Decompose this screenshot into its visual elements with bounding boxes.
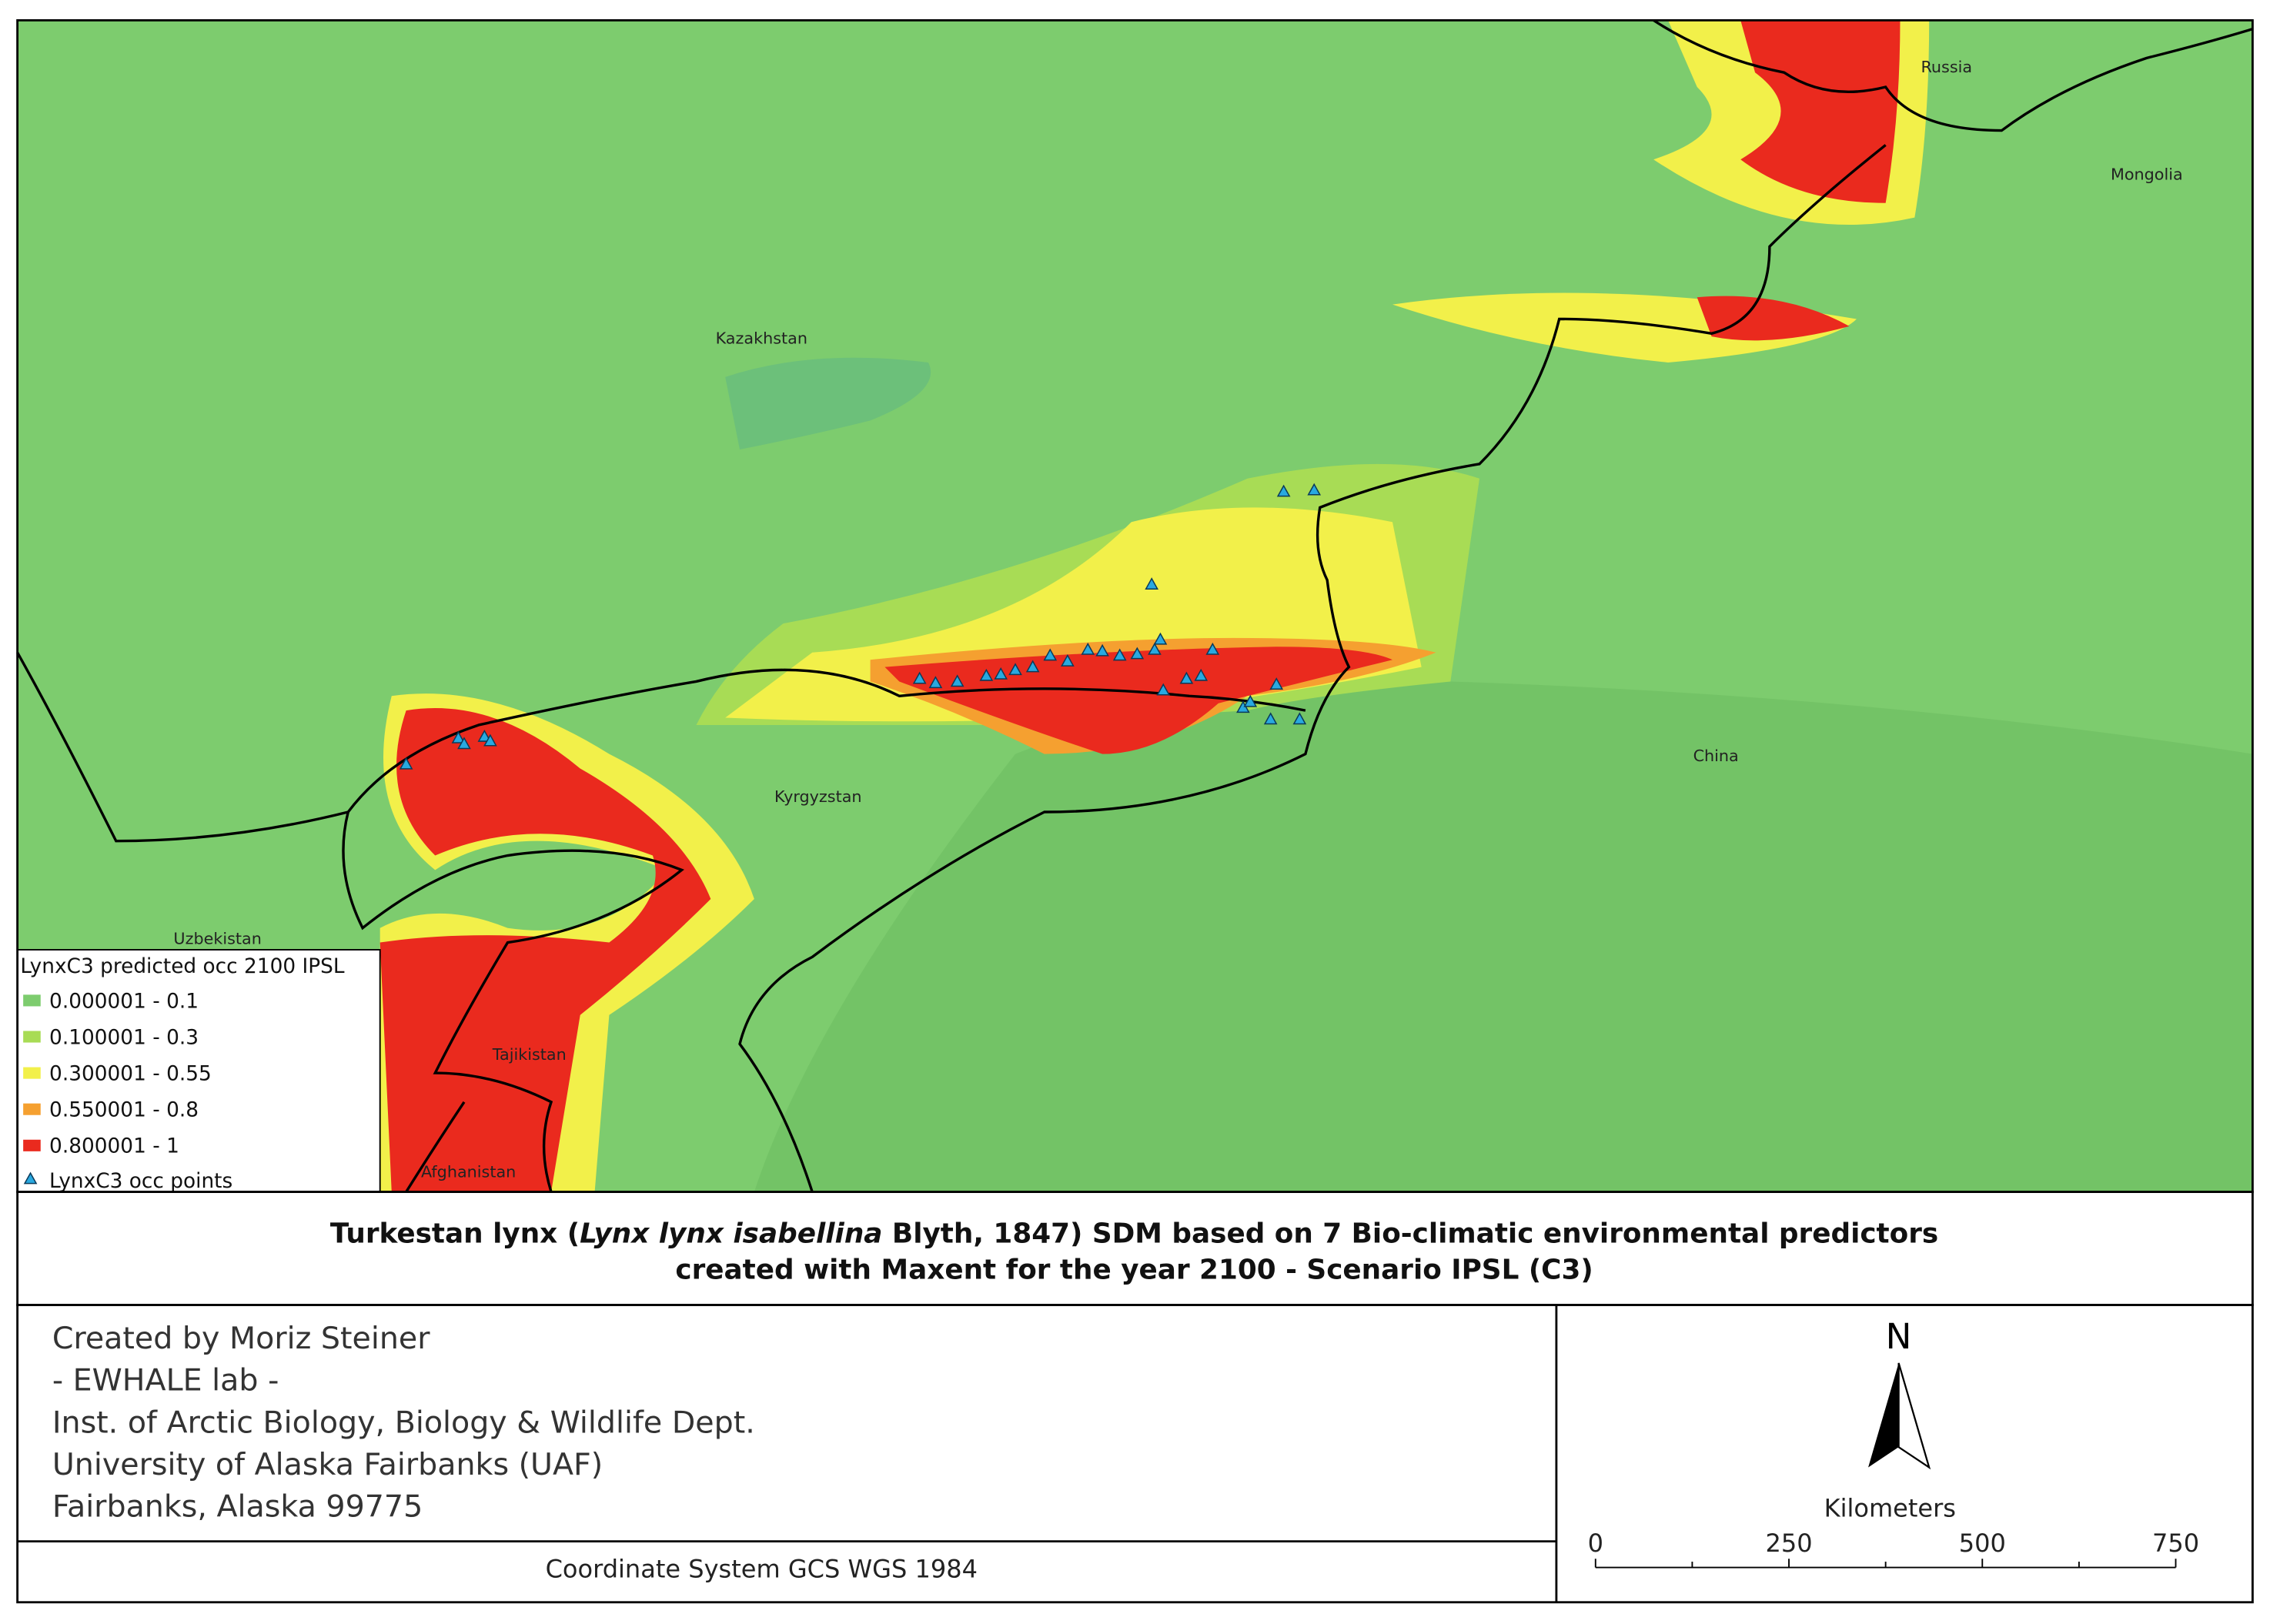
occurrence-point bbox=[1269, 677, 1284, 690]
credit-line: - EWHALE lab - bbox=[52, 1363, 279, 1398]
legend-label: 0.550001 - 0.8 bbox=[49, 1099, 199, 1122]
border bbox=[738, 144, 1887, 1193]
occurrence-point bbox=[928, 676, 943, 689]
scale-tick-label: 750 bbox=[2152, 1529, 2199, 1558]
legend-label: LynxC3 occ points bbox=[49, 1170, 232, 1193]
north-label: N bbox=[1886, 1316, 1912, 1357]
borders bbox=[16, 18, 2253, 1193]
occurrence-point bbox=[912, 671, 927, 684]
border bbox=[342, 811, 684, 1193]
occurrence-point bbox=[1156, 683, 1171, 696]
occurrence-point bbox=[1292, 712, 1307, 725]
north-arrow bbox=[1897, 1362, 1931, 1470]
occurrence-point bbox=[1148, 642, 1162, 655]
legend-swatch bbox=[23, 1103, 41, 1115]
occurrence-point bbox=[457, 737, 471, 750]
occurrence-point bbox=[1153, 632, 1168, 645]
occurrence-point bbox=[950, 674, 964, 687]
occurrence-point bbox=[1081, 642, 1095, 655]
legend-swatch bbox=[23, 1067, 41, 1079]
occurrence-point bbox=[451, 730, 466, 743]
occurrence-point bbox=[1025, 660, 1040, 673]
occurrence-point bbox=[1205, 642, 1220, 655]
country-label: Tajikistan bbox=[492, 1045, 567, 1064]
occurrence-point bbox=[1276, 484, 1291, 497]
country-label: Mongolia bbox=[2111, 165, 2183, 184]
legend-label: 0.100001 - 0.3 bbox=[49, 1026, 199, 1049]
country-label: Afghanistan bbox=[421, 1163, 516, 1181]
scale-tick-label: 250 bbox=[1765, 1529, 1812, 1558]
occurrence-points bbox=[399, 483, 1322, 770]
border bbox=[1653, 18, 2253, 132]
scale-tick-label: 500 bbox=[1959, 1529, 2006, 1558]
occurrence-point bbox=[399, 757, 413, 770]
occurrence-point bbox=[1008, 663, 1022, 676]
credit-line: Fairbanks, Alaska 99775 bbox=[52, 1489, 423, 1525]
title-part: Blyth, 1847) SDM based on 7 Bio-climatic… bbox=[882, 1218, 1938, 1250]
occurrence-point bbox=[1307, 483, 1322, 496]
country-label: Russia bbox=[1921, 58, 1972, 76]
occurrence-point bbox=[1194, 668, 1209, 681]
north-arrow bbox=[1868, 1362, 1899, 1468]
country-label: Kyrgyzstan bbox=[774, 787, 862, 806]
country-label: China bbox=[1693, 747, 1739, 765]
suitability-zone bbox=[379, 707, 711, 1192]
border bbox=[16, 651, 1306, 843]
credit-line: University of Alaska Fairbanks (UAF) bbox=[52, 1447, 603, 1482]
occurrence-point bbox=[23, 1171, 38, 1185]
occurrence-point bbox=[1130, 647, 1145, 660]
occurrence-point bbox=[1061, 653, 1075, 667]
occurrence-point bbox=[1043, 648, 1058, 661]
credit-line: Inst. of Arctic Biology, Biology & Wildl… bbox=[52, 1405, 755, 1440]
legend-title: LynxC3 predicted occ 2100 IPSL bbox=[20, 955, 345, 978]
legend-items: 0.000001 - 0.1 0.100001 - 0.3 0.300001 - 0… bbox=[23, 990, 232, 1193]
credit-line: Created by Moriz Steiner bbox=[52, 1321, 430, 1356]
occurrence-point bbox=[1243, 694, 1258, 707]
legend-label: 0.800001 - 1 bbox=[49, 1135, 179, 1158]
coordinate-system: Coordinate System GCS WGS 1984 bbox=[546, 1555, 978, 1584]
scale-ticks: 0 250 500 750 bbox=[1588, 1529, 2199, 1568]
title-species: Lynx lynx isabellina bbox=[580, 1218, 882, 1250]
title-part: Turkestan lynx ( bbox=[330, 1218, 580, 1250]
legend-swatch bbox=[23, 1139, 41, 1151]
occurrence-point bbox=[1263, 712, 1278, 725]
title-line-1: Turkestan lynx (Lynx lynx isabellina Bly… bbox=[330, 1218, 1938, 1250]
occurrence-point bbox=[1145, 577, 1158, 590]
country-label: Uzbekistan bbox=[173, 929, 261, 947]
legend-label: 0.000001 - 0.1 bbox=[49, 990, 199, 1013]
legend-swatch bbox=[23, 994, 41, 1007]
occurrence-point bbox=[477, 729, 492, 742]
country-label: Kazakhstan bbox=[716, 329, 807, 347]
occurrence-point bbox=[483, 733, 497, 747]
lake bbox=[725, 357, 931, 450]
border bbox=[405, 1101, 466, 1193]
occurrence-point bbox=[994, 667, 1008, 680]
legend-swatch bbox=[23, 1031, 41, 1043]
occurrence-point bbox=[1112, 648, 1127, 661]
scale-tick-label: 0 bbox=[1588, 1529, 1603, 1558]
scale-unit: Kilometers bbox=[1824, 1494, 1956, 1523]
occurrence-point bbox=[1095, 643, 1109, 657]
occurrence-point bbox=[979, 668, 994, 681]
title-box bbox=[16, 1191, 2254, 1306]
map-frame: Russia Mongolia Kazakhstan China Kyrgyzs… bbox=[16, 18, 2254, 1194]
suitability-zone bbox=[1740, 20, 1901, 203]
legend-label: 0.300001 - 0.55 bbox=[49, 1063, 212, 1086]
suitability-zone bbox=[1697, 296, 1850, 341]
occurrence-point bbox=[1179, 671, 1194, 684]
title-line-2: created with Maxent for the year 2100 - … bbox=[675, 1255, 1593, 1286]
terrain bbox=[754, 681, 2253, 1192]
